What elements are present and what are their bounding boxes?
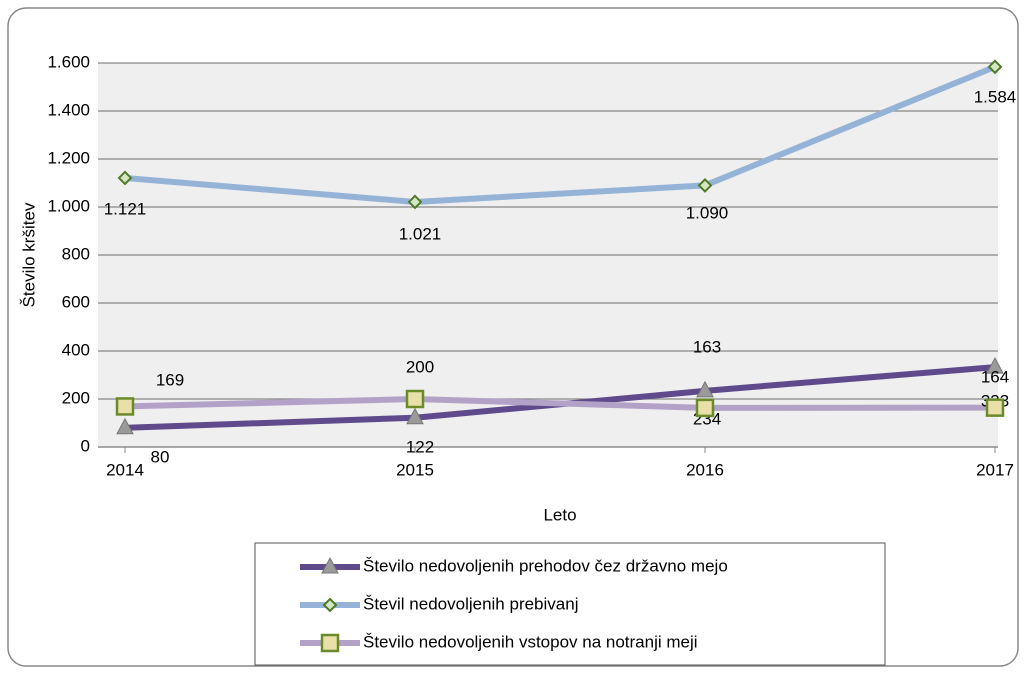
marker	[987, 59, 1003, 75]
x-tick-label: 2017	[976, 460, 1014, 479]
marker	[985, 398, 1005, 417]
y-tick-label: 1.200	[47, 148, 90, 167]
marker	[320, 633, 340, 653]
y-tick-label: 400	[62, 340, 90, 359]
marker	[696, 380, 714, 398]
y-tick-label: 1.600	[47, 52, 90, 71]
marker	[406, 407, 424, 425]
marker	[986, 357, 1004, 374]
data-label: 163	[693, 337, 721, 356]
y-tick-label: 1.400	[47, 100, 90, 119]
y-axis-label: Število kršitev	[19, 202, 38, 307]
marker	[697, 177, 713, 193]
y-tick-label: 600	[62, 292, 90, 311]
data-label: 1.021	[399, 224, 442, 243]
y-tick-label: 200	[62, 388, 90, 407]
series-line	[124, 395, 996, 411]
marker	[115, 397, 135, 416]
marker	[322, 597, 338, 613]
data-label: 1.090	[686, 203, 729, 222]
x-axis-label: Leto	[543, 505, 576, 524]
legend-label: Števil nedovoljenih prebivanj	[363, 594, 578, 613]
data-label: 1.584	[974, 87, 1017, 106]
marker	[695, 398, 715, 418]
marker	[116, 417, 134, 435]
marker	[405, 389, 425, 409]
x-tick-label: 2016	[686, 460, 724, 479]
data-label: 164	[981, 367, 1009, 386]
x-tick-label: 2014	[106, 460, 144, 479]
legend-label: Število nedovoljenih prehodov čez državn…	[363, 556, 728, 575]
data-label: 169	[156, 370, 184, 389]
marker	[407, 194, 423, 210]
x-tick-label: 2015	[396, 460, 434, 479]
marker	[321, 556, 339, 574]
y-tick-label: 1.000	[47, 196, 90, 215]
data-label: 200	[406, 357, 434, 376]
data-label: 80	[151, 447, 170, 466]
data-label: 122	[406, 437, 434, 456]
y-tick-label: 0	[81, 436, 90, 455]
series-line	[124, 64, 997, 205]
marker	[117, 170, 133, 186]
data-label: 1.121	[104, 199, 147, 218]
y-tick-label: 800	[62, 244, 90, 263]
legend-label: Število nedovoljenih vstopov na notranji…	[363, 632, 698, 651]
